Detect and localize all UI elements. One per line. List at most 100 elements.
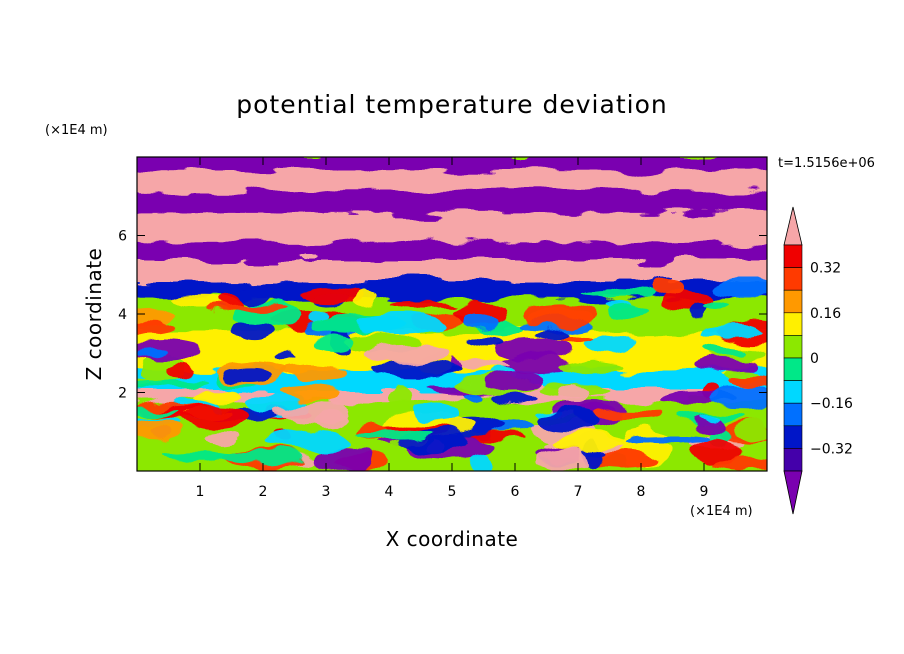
contour-feature [359,427,433,440]
contour-feature [580,287,654,296]
contour-feature [708,388,767,410]
contour-feature [137,418,181,442]
contour-feature [702,413,724,421]
contour-feature [623,435,710,446]
contour-feature [137,321,179,336]
contour-feature [524,303,597,328]
contour-feature [356,312,448,335]
contour-feature [486,372,544,390]
contour-feature [587,333,637,358]
contour-feature [538,409,600,432]
chart-title: potential temperature deviation [236,90,667,119]
colorbar-label: 0.16 [810,306,841,322]
contour-feature [308,311,328,321]
contour-feature [181,406,249,431]
contour-feature [193,390,245,404]
colorbar-box [783,267,803,291]
contour-feature [351,289,379,307]
x-tick-label: 4 [385,484,394,500]
contour-feature [702,346,742,356]
x-unit-label: (×1E4 m) [690,504,753,519]
contour-field [137,157,767,471]
colorbar-box [783,425,803,449]
contour-feature [534,327,572,340]
y-tick-label: 2 [118,386,127,402]
y-tick-label: 4 [118,307,127,323]
x-tick-label: 8 [637,484,646,500]
contour-feature [462,311,498,329]
contour-feature [712,276,767,298]
x-tick-label: 9 [700,484,709,500]
contour-feature [277,385,340,401]
contour-features [137,276,767,471]
colorbar-box [783,380,803,404]
contour-feature [218,450,303,464]
contour-feature [282,401,350,425]
contour-feature [202,304,287,313]
contour-feature [272,408,290,416]
x-tick-label: 1 [196,484,205,500]
time-label: t=1.5156e+06 [778,156,875,171]
colorbar-box [783,312,803,336]
contour-feature [237,282,273,305]
contour-feature [364,343,450,365]
contour-feature [492,391,536,405]
colorbar-box [783,402,803,427]
contour-feature [536,449,591,470]
colorbar-box [783,289,803,314]
colorbar-label: −0.32 [810,441,853,457]
contour-feature [699,322,765,339]
contour-feature [312,446,374,471]
contour-feature [709,458,767,471]
colorbar-bottom-extension [783,470,803,515]
contour-feature [649,278,684,298]
colorbar-box [783,244,803,268]
contour-feature [468,453,494,471]
contour-feature [553,432,626,452]
contour-feature [561,384,586,404]
colorbar-box [783,335,803,359]
contour-feature [468,434,526,441]
colorbar-label: 0 [810,351,819,367]
contour-feature [166,365,196,378]
y-tick-label: 6 [118,229,127,245]
y-axis-ticks: 2 4 6 [118,229,767,402]
x-axis-ticks: 1 2 3 4 5 6 7 8 9 [196,157,709,500]
contour-feature [234,322,271,339]
contour-feature [264,430,352,452]
y-unit-label: (×1E4 m) [45,123,108,138]
contour-feature [221,370,273,383]
contour-feature [695,440,739,466]
x-tick-label: 5 [448,484,457,500]
contour-feature [137,408,179,416]
contour-feature [508,462,533,471]
colorbar-label: −0.16 [810,396,853,412]
y-axis-label: Z coordinate [82,248,106,381]
contour-feature [501,354,570,375]
contour-feature [276,352,299,361]
contour-feature [607,303,651,318]
contour-bands [137,157,767,471]
x-tick-label: 2 [259,484,268,500]
colorbar: 0.32 0.16 0 −0.16 −0.32 [783,206,853,515]
contour-feature [137,339,203,362]
contour-feature [465,392,483,401]
colorbar-box [783,448,803,472]
contour-feature [384,384,414,409]
contour-feature [203,434,240,442]
colorbar-label: 0.32 [810,261,841,277]
contour-feature [589,450,607,458]
contour-feature [587,452,657,466]
contour-feature [394,300,456,308]
contour-feature [558,359,625,372]
contour-feature [734,421,767,443]
contour-feature [701,302,733,312]
x-tick-label: 6 [511,484,520,500]
x-tick-label: 3 [322,484,331,500]
contour-feature [590,408,661,419]
contour-feature [495,337,572,360]
contour-feature [693,356,757,371]
contour-feature [137,348,166,359]
contour-feature [729,373,767,390]
